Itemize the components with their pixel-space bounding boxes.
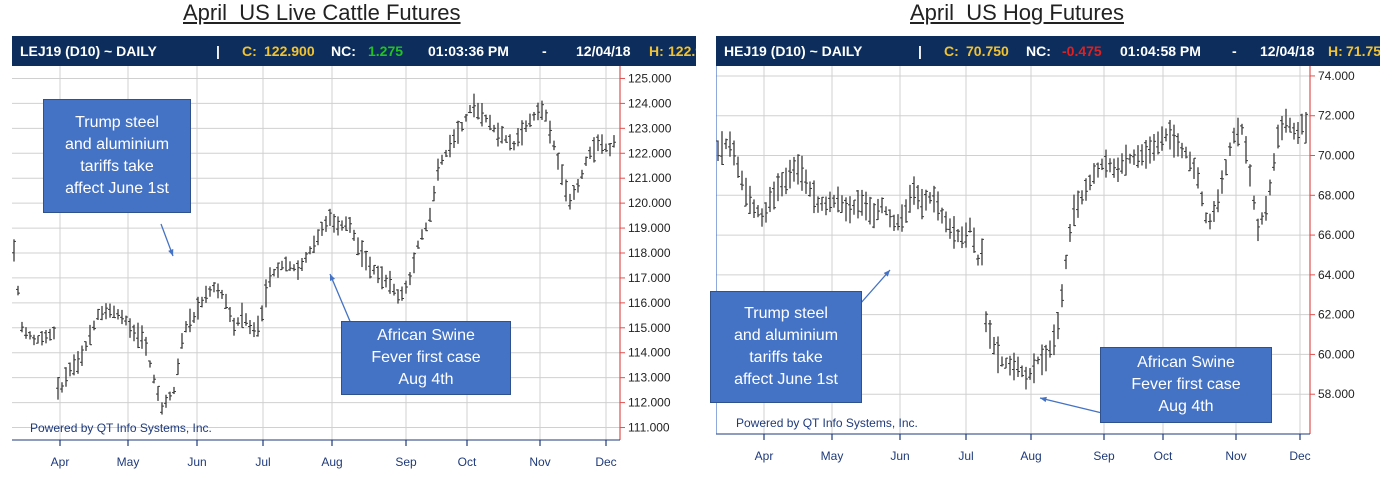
x-tick-label: Aug — [1020, 449, 1041, 463]
callout-line: and aluminium — [64, 136, 170, 153]
x-tick-label: Dec — [1289, 449, 1310, 463]
callout-line: African Swine — [377, 327, 475, 344]
x-tick-label: Apr — [755, 449, 774, 463]
cattle-chart-svg: 111.000 112.000 113.000 114.000 115.000 116.0… — [12, 66, 672, 469]
cattle-high-label: H: — [649, 43, 664, 59]
y-tick-label: 122.000 — [628, 146, 672, 160]
y-tick-label: 72.000 — [1318, 109, 1355, 123]
hog-high-value: 71.75 — [1346, 43, 1380, 59]
y-tick-label: 62.000 — [1318, 308, 1355, 322]
hog-chart-svg: 58.000 60.000 62.000 64.000 66.000 68.000 70.0… — [716, 66, 1355, 463]
hog-dash: - — [1232, 43, 1237, 59]
hog-close-label: C: — [944, 43, 959, 59]
y-tick-label: 118.000 — [628, 246, 671, 260]
callout-line: African Swine — [1137, 354, 1235, 371]
hog-swine-fever-callout: African Swine Fever first case Aug 4th — [1100, 347, 1272, 423]
y-tick-label: 113.000 — [628, 371, 671, 385]
hog-time: 01:04:58 PM — [1120, 43, 1201, 59]
cattle-date: 12/04/18 — [576, 43, 631, 59]
callout-line: Trump steel — [744, 305, 828, 322]
cattle-tariff-callout: Trump steel and aluminium tariffs take a… — [43, 99, 191, 213]
y-tick-label: 64.000 — [1318, 268, 1355, 282]
x-tick-label: Sep — [395, 455, 417, 469]
y-tick-label: 120.000 — [628, 196, 672, 210]
y-tick-label: 115.000 — [628, 321, 671, 335]
cattle-swine-fever-callout: African Swine Fever first case Aug 4th — [341, 321, 511, 395]
annotation-arrowhead — [1040, 396, 1047, 403]
y-tick-label: 74.000 — [1318, 69, 1355, 83]
callout-line: Fever first case — [1131, 376, 1241, 393]
x-tick-label: Jun — [187, 455, 206, 469]
cattle-header-bar: LEJ19 (D10) ~ DAILY | C: 122.900 NC: 1.2… — [12, 36, 696, 66]
x-tick-label: Sep — [1093, 449, 1115, 463]
y-tick-label: 111.000 — [628, 421, 670, 435]
y-tick-label: 70.000 — [1318, 149, 1355, 163]
callout-line: tariffs take — [80, 158, 154, 175]
hog-header-bar: HEJ19 (D10) ~ DAILY | C: 70.750 NC: -0.4… — [716, 36, 1380, 66]
x-tick-label: Apr — [51, 455, 70, 469]
x-tick-label: Dec — [595, 455, 616, 469]
callout-line: Trump steel — [75, 114, 159, 131]
x-tick-label: Nov — [529, 455, 550, 469]
y-tick-label: 123.000 — [628, 121, 672, 135]
cattle-high-value: 122.9 — [668, 43, 696, 59]
hog-high-label: H: — [1328, 43, 1343, 59]
callout-line: tariffs take — [749, 349, 823, 366]
y-tick-label: 66.000 — [1318, 228, 1355, 242]
x-tick-label: Jul — [255, 455, 270, 469]
y-tick-label: 114.000 — [628, 346, 671, 360]
hog-net-change-label: NC: — [1026, 43, 1051, 59]
x-tick-label: Jun — [890, 449, 909, 463]
x-tick-label: Oct — [458, 455, 477, 469]
annotation-arrow — [329, 273, 353, 327]
annotation-arrowhead — [330, 274, 336, 281]
x-tick-label: Jul — [958, 449, 973, 463]
annotation-arrow — [1039, 397, 1103, 414]
hog-symbol: HEJ19 (D10) ~ DAILY — [724, 43, 863, 59]
y-tick-label: 60.000 — [1318, 347, 1355, 361]
x-tick-label: May — [117, 455, 140, 469]
x-tick-label: May — [821, 449, 844, 463]
y-tick-label: 124.000 — [628, 96, 672, 110]
y-tick-label: 121.000 — [628, 171, 672, 185]
x-tick-label: Nov — [1225, 449, 1246, 463]
x-tick-label: Oct — [1154, 449, 1173, 463]
hog-close-value: 70.750 — [966, 43, 1009, 59]
annotation-arrowhead — [883, 270, 890, 277]
callout-line: and aluminium — [733, 327, 839, 344]
y-tick-label: 117.000 — [628, 271, 671, 285]
y-tick-label: 116.000 — [628, 296, 671, 310]
cattle-close-value: 122.900 — [264, 43, 315, 59]
hog-powered-by: Powered by QT Info Systems, Inc. — [736, 416, 918, 430]
hog-chart-title: April US Hog Futures — [910, 0, 1124, 25]
callout-line: affect June 1st — [734, 371, 838, 388]
callout-line: Aug 4th — [398, 371, 454, 388]
y-tick-label: 68.000 — [1318, 188, 1355, 202]
cattle-dash: - — [542, 43, 547, 59]
y-tick-label: 119.000 — [628, 221, 671, 235]
callout-line: affect June 1st — [65, 180, 169, 197]
callout-line: Fever first case — [371, 349, 481, 366]
cattle-close-label: C: — [242, 43, 257, 59]
callout-line: Aug 4th — [1158, 398, 1214, 415]
hog-date: 12/04/18 — [1260, 43, 1315, 59]
cattle-symbol: LEJ19 (D10) ~ DAILY — [20, 43, 157, 59]
hog-net-change-value: -0.475 — [1062, 43, 1102, 59]
x-tick-label: Aug — [321, 455, 342, 469]
y-tick-label: 58.000 — [1318, 387, 1355, 401]
cattle-separator: | — [216, 43, 220, 59]
cattle-net-change-value: 1.275 — [368, 43, 404, 59]
cattle-net-change-label: NC: — [331, 43, 356, 59]
annotation-arrow — [859, 269, 891, 305]
cattle-time: 01:03:36 PM — [428, 43, 509, 59]
cattle-powered-by: Powered by QT Info Systems, Inc. — [30, 421, 212, 435]
y-tick-label: 112.000 — [628, 396, 671, 410]
hog-tariff-callout: Trump steel and aluminium tariffs take a… — [710, 291, 862, 403]
cattle-chart-title: April US Live Cattle Futures — [183, 0, 461, 25]
hog-separator: | — [918, 43, 922, 59]
y-tick-label: 125.000 — [628, 71, 672, 85]
annotation-arrowhead — [168, 249, 174, 256]
